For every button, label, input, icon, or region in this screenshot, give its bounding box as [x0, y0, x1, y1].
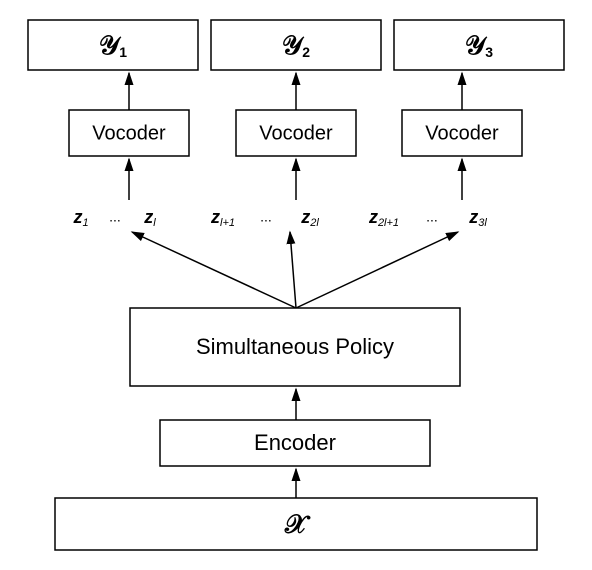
z-dots-1: ... — [109, 209, 121, 225]
vocoder1-label: Vocoder — [92, 122, 166, 144]
arrow-policy-z2 — [290, 232, 296, 308]
policy-label: Simultaneous Policy — [196, 334, 394, 359]
z-dots-4: ... — [260, 209, 272, 225]
z-label-8: z3l — [468, 207, 487, 229]
z-label-6: z2l+1 — [368, 207, 399, 229]
arrow-policy-z1 — [132, 232, 296, 308]
z-label-2: zl — [143, 207, 156, 229]
z-dots-7: ... — [426, 209, 438, 225]
z-label-5: z2l — [300, 207, 319, 229]
arrow-policy-z3 — [296, 232, 458, 308]
z-label-3: zl+1 — [210, 207, 235, 229]
encoder-label: Encoder — [254, 430, 336, 455]
input-label: 𝒳 — [284, 509, 311, 539]
z-label-0: z1 — [72, 207, 88, 229]
vocoder3-label: Vocoder — [425, 122, 499, 144]
vocoder2-label: Vocoder — [259, 122, 333, 144]
